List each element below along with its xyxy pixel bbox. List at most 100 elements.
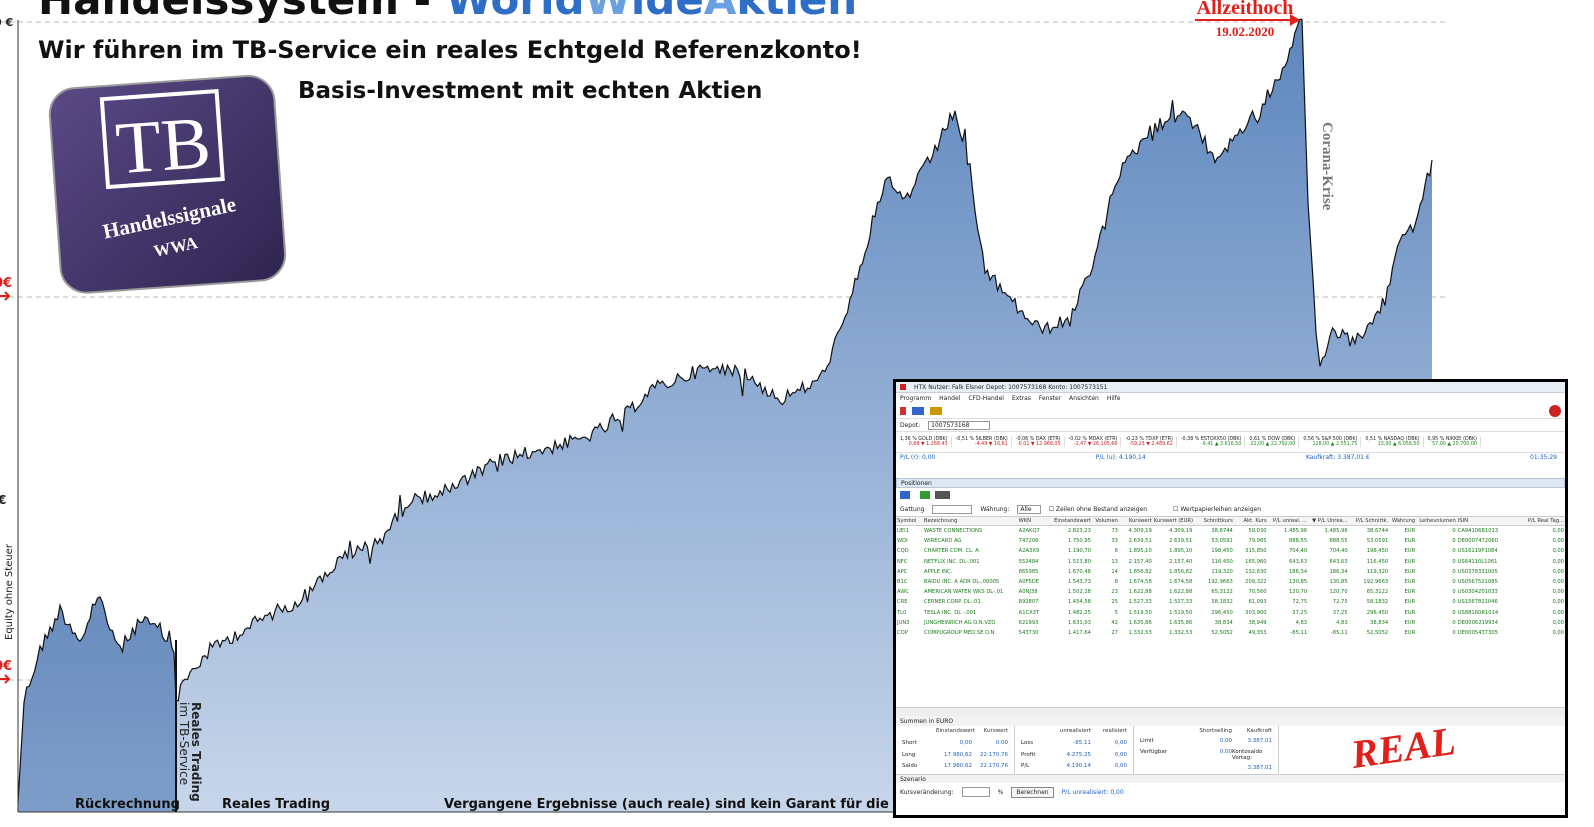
cell: 209,322 xyxy=(1245,579,1267,586)
summary-header: Kurswert xyxy=(983,728,1008,734)
cell: TL0 xyxy=(897,609,907,616)
filter-input[interactable] xyxy=(932,504,973,514)
cell: 165,960 xyxy=(1245,558,1267,565)
spacer xyxy=(1140,728,1192,735)
cell: 1.417,64 xyxy=(1067,629,1091,636)
calculate-button[interactable]: Berechnen xyxy=(1011,786,1054,798)
ticker-head: 1,36 % GOLD (DBK) xyxy=(900,437,948,442)
cell: 59,030 xyxy=(1248,528,1267,535)
cell: NETFLIX INC. DL-,001 xyxy=(924,558,980,565)
y-arrow xyxy=(0,291,11,301)
ticker-foot: -9,41 ▲ 3.616,50 xyxy=(1200,442,1242,447)
cell: 1.190,70 xyxy=(1067,548,1091,555)
currency-select[interactable]: Alle xyxy=(1017,504,1041,514)
column-header: Kurswert xyxy=(1118,517,1153,526)
cell: 186,34 xyxy=(1288,568,1308,575)
cell: EUR xyxy=(1404,568,1416,575)
cell: 1.622,88 xyxy=(1128,589,1152,596)
cell: 621993 xyxy=(1018,619,1039,626)
ticker-head: -0,06 % DAX (ETR) xyxy=(1015,437,1061,442)
ticker-foot: 22,00 ▲ 22.792,00 xyxy=(1250,442,1296,447)
menu-item[interactable]: CFD-Handel xyxy=(968,394,1004,402)
cell: 2.823,23 xyxy=(1067,528,1091,535)
window-title: HTX Nutzer: Falk Elsner Depot: 100757316… xyxy=(914,383,1108,391)
cell: 2.639,51 xyxy=(1169,538,1193,545)
cell: 130,85 xyxy=(1329,579,1348,586)
position-row: AWC AMERICAN WATER WKS DL-,01 A0NJ38 1.502,… xyxy=(896,587,1565,597)
column-header: Bezeichnung xyxy=(923,517,1018,526)
cell: 0 xyxy=(1452,589,1456,596)
cell: 14 xyxy=(1111,568,1118,575)
cell: EUR xyxy=(1404,629,1416,636)
y-tick-fragment: 0€ xyxy=(0,276,12,291)
checkbox[interactable]: ☐ Wertpapierleihen anzeigen xyxy=(1173,505,1262,513)
cell: 4,83 xyxy=(1295,619,1308,626)
title-part: ktien xyxy=(736,0,857,24)
scrollbar[interactable] xyxy=(896,708,1565,716)
cell: CQD xyxy=(897,548,909,555)
cell: 8 xyxy=(1114,579,1118,586)
cell: 61,093 xyxy=(1248,599,1267,606)
menu-item[interactable]: Ansichten xyxy=(1069,394,1099,402)
cell: 1.670,48 xyxy=(1067,568,1091,575)
summary-value: 22.170,76 xyxy=(980,751,1008,758)
ticker-head: -0,23 % TDXP (ETR) xyxy=(1125,437,1173,442)
status-item: P/L (u): 4.190,14 xyxy=(1095,454,1146,461)
cell: 0 xyxy=(1452,528,1456,535)
disclaimer: Vergangene Ergebnisse (auch reale) sind … xyxy=(444,797,957,812)
cell: 1.502,18 xyxy=(1067,589,1091,596)
ticker-item: 1,36 % GOLD (DBK) 0,68 ▼ 1.268,43 xyxy=(900,437,952,447)
annotation: im TB-Service xyxy=(177,702,191,785)
equity-line xyxy=(17,18,1433,803)
column-header: P/L unreal. ... xyxy=(1267,517,1309,526)
ticker-foot: -4,49 ▼ 16,61 xyxy=(974,442,1008,447)
cell: 192,9663 xyxy=(1208,579,1233,586)
cell: 13 xyxy=(1111,558,1118,565)
cell: 0 xyxy=(1452,609,1456,616)
cell: 0,00 xyxy=(1552,629,1564,636)
summary-label: Profit xyxy=(1021,751,1036,758)
cell: US0378331005 xyxy=(1457,568,1498,575)
depot-row: Depot: 1007573168 xyxy=(896,419,1565,431)
logo: TB Handelssignale WWA xyxy=(48,74,287,294)
cell: 130,85 xyxy=(1288,579,1308,586)
cell: 27 xyxy=(1111,629,1118,636)
menu-item[interactable]: Extras xyxy=(1011,394,1031,402)
ticker-head: -0,51 % SILBER (DBK) xyxy=(955,437,1008,442)
cell: 119,320 xyxy=(1211,568,1233,575)
cell: EUR xyxy=(1404,579,1416,586)
summary-label: Verfügbar xyxy=(1140,748,1168,755)
cell: 704,40 xyxy=(1329,548,1348,555)
scenario-input[interactable] xyxy=(961,787,990,797)
depot-select[interactable]: 1007573168 xyxy=(928,420,991,430)
summary-block: Einstandswert Kurswert Short 0,00 0,00 Long 17… xyxy=(896,726,1015,774)
logo-letters: TB xyxy=(113,102,213,190)
summary-value: 3.387,01 xyxy=(1247,764,1273,771)
toolbar xyxy=(896,403,1565,419)
summary-value: 4.275,25 xyxy=(1066,751,1092,758)
y-tick-fragment: 0 € xyxy=(0,16,13,29)
summary-block: Shortselling Kaufkraft Limit 0,00 3.387,01 Ve… xyxy=(1134,726,1279,774)
checkbox-label: Wertpapierleihen anzeigen xyxy=(1180,505,1262,513)
menu-item[interactable]: Hilfe xyxy=(1106,394,1121,402)
summary-value: 0,00 xyxy=(1219,748,1232,755)
menu-item[interactable]: Handel xyxy=(939,394,961,402)
cell: 1.527,33 xyxy=(1128,599,1152,606)
scenario-title-bar: Szenario xyxy=(896,774,1565,783)
scenario-result: P/L unrealisiert: 0,00 xyxy=(1061,788,1124,796)
cell: 73 xyxy=(1111,528,1118,535)
cell: BAIDU INC. A ADR DL-,00005 xyxy=(924,579,1000,586)
cell: 1.482,25 xyxy=(1067,609,1091,616)
cell: 888,55 xyxy=(1288,538,1308,545)
positions-area: Symbol Bezeichnung WKN Einstandswert Volumen… xyxy=(896,516,1565,708)
checkbox[interactable]: ☐ Zeilen ohne Bestand anzeigen xyxy=(1048,505,1148,513)
cell: 2.157,40 xyxy=(1169,558,1193,565)
menu-item[interactable]: Programm xyxy=(900,394,932,402)
ticker-foot: -2,47 ▼ 26.105,66 xyxy=(1073,442,1118,447)
menu-item[interactable]: Fenster xyxy=(1038,394,1062,402)
summary-label: P/L xyxy=(1021,763,1030,770)
column-header: Einstandswert xyxy=(1051,517,1092,526)
cell: 72,75 xyxy=(1332,599,1348,606)
cell: 38,6744 xyxy=(1366,528,1389,535)
ticker-head: 0,51 % NASDAQ (DBK) xyxy=(1365,437,1420,442)
